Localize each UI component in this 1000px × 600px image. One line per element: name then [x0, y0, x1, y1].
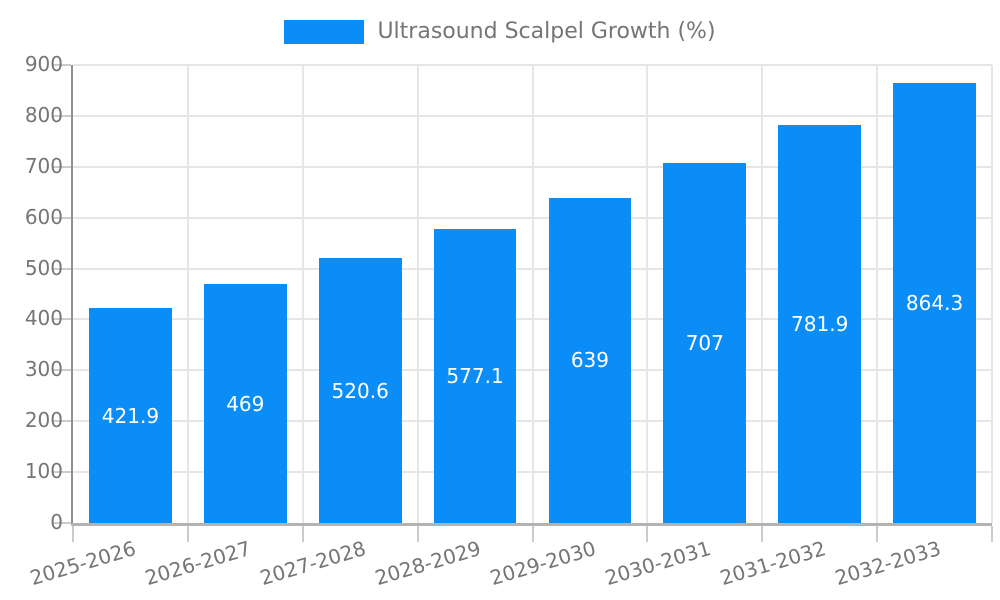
y-tick [53, 420, 71, 423]
x-tick [301, 526, 304, 542]
v-gridline [531, 65, 534, 523]
x-axis-label: 2028-2029 [372, 536, 484, 591]
x-tick [876, 526, 879, 542]
x-axis-label: 2026-2027 [142, 536, 254, 591]
bar[interactable]: 781.9 [778, 125, 862, 523]
bar-value-label: 469 [226, 391, 265, 416]
y-axis-label: 200 [24, 408, 63, 433]
y-axis-label: 500 [24, 255, 63, 280]
bar-value-label: 707 [685, 331, 724, 356]
y-axis-label: 300 [24, 357, 63, 382]
bar-value-label: 421.9 [101, 403, 160, 428]
plot-area: 0 100 200 300 400 500 600 700 800 900 421.9 469 520.… [25, 52, 993, 590]
bar-value-label: 639 [570, 348, 610, 373]
x-axis-line [71, 523, 992, 526]
y-tick [53, 522, 71, 524]
y-axis-label: 100 [24, 459, 63, 484]
x-axis-label: 2025-2026 [27, 536, 139, 591]
v-gridline [646, 65, 649, 523]
bar-value-label: 520.6 [331, 378, 389, 403]
bar[interactable]: 421.9 [89, 308, 172, 523]
y-axis-label: 900 [24, 52, 63, 76]
y-axis-label: 0 [50, 510, 63, 534]
bar-value-label: 577.1 [446, 364, 504, 389]
v-gridline [416, 65, 419, 523]
bar[interactable]: 577.1 [433, 229, 517, 523]
v-gridline [991, 65, 993, 523]
y-axis-line [71, 65, 73, 523]
legend[interactable]: Ultrasound Scalpel Growth (%) [0, 19, 1000, 44]
x-axis-label: 2031-2032 [716, 536, 829, 591]
legend-swatch-icon [284, 19, 365, 44]
x-axis-label: 2027-2028 [257, 536, 369, 591]
bar[interactable]: 864.3 [893, 83, 976, 523]
v-gridline [301, 65, 304, 523]
bar[interactable]: 639 [548, 197, 632, 523]
x-tick [186, 526, 189, 542]
y-tick [53, 369, 71, 372]
v-gridline [761, 65, 764, 523]
x-tick [761, 526, 764, 542]
bar[interactable]: 707 [663, 163, 747, 523]
x-tick [416, 526, 419, 542]
y-axis-label: 600 [24, 204, 63, 229]
y-tick [53, 318, 71, 321]
y-tick [53, 471, 71, 474]
y-axis-label: 400 [24, 306, 63, 331]
y-tick [53, 64, 71, 66]
bar-value-label: 781.9 [791, 312, 849, 337]
y-axis-label: 700 [24, 153, 63, 178]
x-tick [646, 526, 649, 542]
x-tick [991, 526, 993, 542]
x-tick [531, 526, 534, 542]
y-tick [53, 114, 71, 117]
x-axis-label: 2030-2031 [602, 536, 714, 591]
x-tick [72, 526, 74, 542]
v-gridline [876, 65, 879, 523]
x-axis-label: 2029-2030 [487, 536, 599, 591]
bar-value-label: 864.3 [905, 291, 964, 316]
x-axis-label: 2032-2033 [831, 536, 944, 591]
y-tick [53, 165, 71, 168]
y-tick [53, 216, 71, 219]
legend-series-label: Ultrasound Scalpel Growth (%) [377, 19, 716, 44]
bar[interactable]: 520.6 [318, 258, 402, 523]
y-axis-label: 800 [24, 102, 63, 127]
y-tick [53, 267, 71, 270]
bar[interactable]: 469 [203, 284, 287, 523]
v-gridline [186, 65, 189, 523]
